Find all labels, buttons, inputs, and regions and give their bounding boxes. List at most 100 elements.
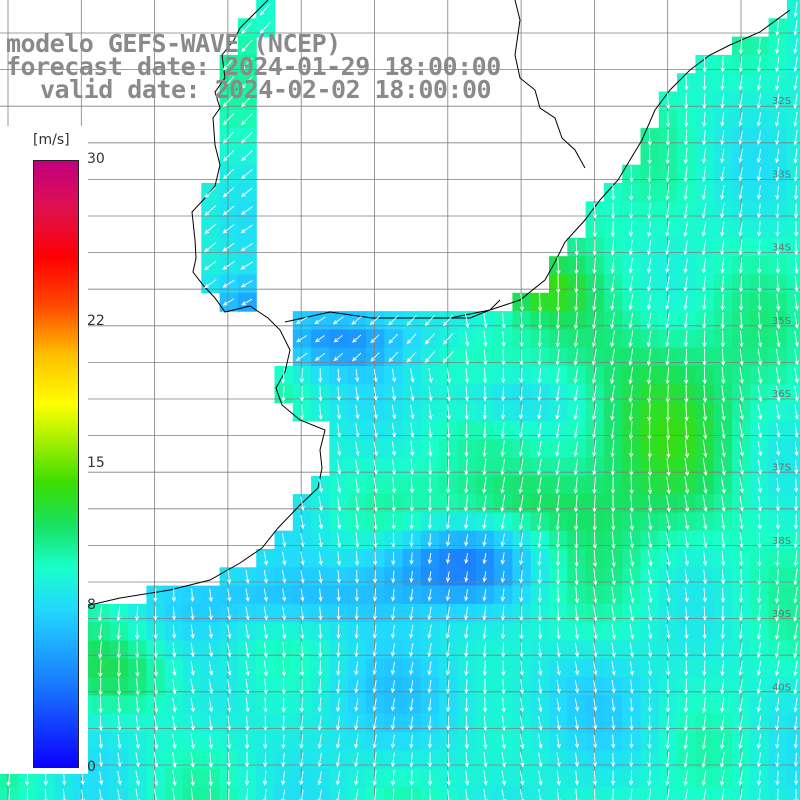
wind-speed-cell — [786, 292, 800, 312]
wind-arrow — [464, 440, 469, 458]
wind-arrow — [720, 678, 725, 695]
wind-arrow — [500, 570, 506, 584]
wind-arrow — [775, 275, 781, 293]
wind-arrow — [409, 477, 415, 494]
wind-arrow — [208, 642, 214, 658]
wind-arrow — [574, 605, 580, 622]
wind-arrow — [720, 166, 725, 182]
wind-arrow — [445, 533, 451, 547]
wind-arrow — [501, 752, 507, 768]
wind-arrow — [134, 605, 140, 622]
wind-arrow — [556, 624, 561, 640]
wind-arrow — [720, 203, 725, 219]
wind-arrow — [738, 275, 744, 293]
wind-arrow — [556, 698, 561, 713]
wind-arrow — [427, 477, 433, 494]
wind-arrow — [738, 221, 743, 237]
wind-arrow — [555, 330, 560, 348]
wind-arrow — [573, 404, 579, 421]
wind-arrow — [684, 421, 689, 441]
wind-arrow — [281, 752, 286, 768]
wind-arrow — [738, 715, 743, 732]
wind-arrow — [536, 476, 542, 495]
wind-arrow — [793, 660, 798, 677]
wind-arrow — [355, 532, 360, 549]
wind-arrow — [775, 385, 781, 402]
wind-arrow — [446, 752, 451, 768]
wind-arrow — [117, 771, 122, 786]
wind-arrow — [629, 734, 634, 749]
colorbar-tick-label: 8 — [87, 596, 96, 613]
wind-arrow — [98, 696, 103, 714]
wind-arrow — [629, 550, 635, 568]
wind-arrow — [592, 293, 597, 312]
wind-arrow — [446, 458, 451, 476]
wind-arrow — [409, 533, 414, 548]
wind-arrow — [317, 715, 322, 731]
wind-arrow — [222, 224, 235, 234]
wind-arrow — [409, 752, 414, 768]
wind-arrow — [445, 514, 451, 530]
wind-arrow — [775, 130, 780, 146]
wind-arrow — [775, 185, 780, 201]
wind-arrow — [282, 570, 287, 584]
wind-arrow — [373, 477, 378, 494]
wind-arrow — [281, 789, 286, 800]
wind-arrow — [262, 789, 268, 800]
wind-arrow — [665, 202, 670, 219]
wind-arrow — [684, 495, 690, 513]
wind-arrow — [592, 531, 598, 550]
wind-arrow — [774, 623, 780, 641]
wind-arrow — [556, 716, 561, 731]
wind-arrow — [647, 147, 652, 165]
wind-arrow — [738, 788, 743, 800]
wind-arrow — [683, 751, 688, 769]
wind-arrow — [592, 494, 597, 513]
wind-arrow — [464, 606, 469, 621]
wind-arrow — [427, 770, 433, 787]
wind-arrow — [756, 56, 762, 73]
wind-arrow — [591, 330, 597, 348]
wind-arrow — [573, 458, 579, 476]
wind-arrow — [665, 733, 670, 750]
wind-arrow — [793, 550, 798, 567]
wind-arrow — [501, 678, 506, 695]
wind-arrow — [281, 642, 287, 659]
wind-arrow — [464, 422, 469, 439]
wind-arrow — [665, 715, 670, 732]
wind-arrow — [336, 441, 342, 457]
wind-arrow — [739, 459, 745, 476]
wind-arrow — [739, 348, 744, 366]
wind-arrow — [701, 294, 707, 311]
wind-speed-cell — [786, 201, 800, 221]
wind-arrow — [610, 770, 616, 786]
wind-arrow — [227, 788, 231, 800]
wind-arrow — [222, 150, 235, 162]
wind-arrow — [464, 404, 469, 421]
wind-arrow — [775, 514, 781, 530]
wind-arrow — [592, 476, 597, 495]
wind-arrow — [153, 642, 158, 659]
wind-arrow — [591, 312, 597, 330]
wind-arrow — [520, 715, 525, 731]
wind-arrow — [245, 606, 250, 621]
wind-arrow — [482, 571, 487, 583]
wind-arrow — [665, 276, 670, 292]
wind-arrow — [774, 75, 780, 91]
wind-arrow — [683, 697, 689, 714]
wind-arrow — [355, 513, 360, 531]
wind-arrow — [684, 606, 689, 621]
wind-arrow — [775, 770, 780, 786]
wind-arrow — [721, 348, 726, 366]
wind-arrow — [739, 568, 744, 585]
wind-arrow — [720, 624, 725, 640]
wind-arrow — [172, 678, 177, 695]
wind-arrow — [355, 459, 360, 475]
wind-speed-cell — [786, 146, 800, 166]
wind-arrow — [190, 733, 195, 750]
wind-arrow — [683, 678, 689, 695]
wind-arrow — [222, 298, 235, 306]
wind-arrow — [98, 715, 104, 732]
wind-arrow — [756, 788, 762, 800]
wind-arrow — [204, 223, 217, 235]
